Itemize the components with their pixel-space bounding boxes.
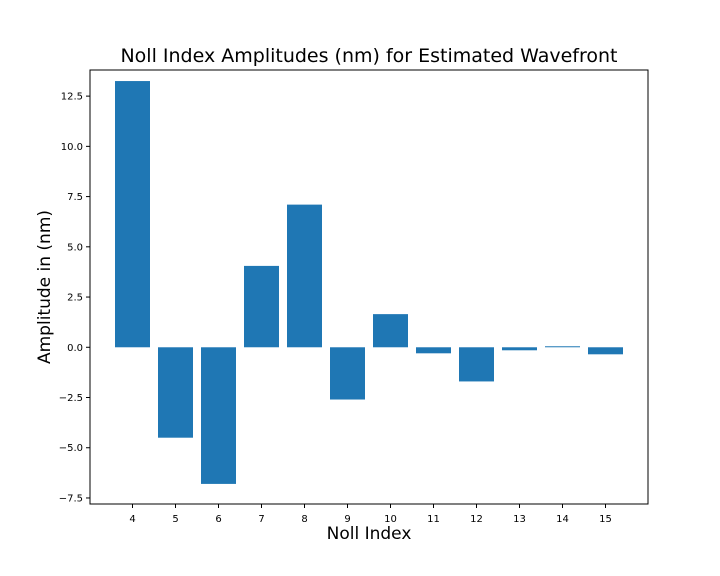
bar-noll-14: [545, 346, 580, 348]
bar-noll-12: [459, 347, 494, 382]
bar-noll-5: [158, 347, 193, 438]
bar-noll-11: [416, 347, 451, 354]
bar-noll-6: [201, 347, 236, 484]
x-tick-label: 10: [384, 514, 397, 525]
x-axis: 4 5 6 7 8 9 10 11 12 13 14 15: [129, 504, 612, 525]
x-tick-label: 5: [172, 514, 178, 525]
y-tick-label: 10.0: [61, 142, 83, 153]
x-tick-label: 13: [513, 514, 526, 525]
y-tick-label: 5.0: [67, 242, 83, 253]
y-tick-label: −2.5: [59, 393, 83, 404]
bar-noll-4: [115, 81, 150, 348]
x-tick-label: 8: [301, 514, 307, 525]
x-tick-label: 7: [258, 514, 264, 525]
bar-noll-13: [502, 347, 537, 351]
x-tick-label: 14: [556, 514, 569, 525]
x-tick-label: 6: [215, 514, 221, 525]
y-tick-label: 0.0: [67, 343, 83, 354]
bar-noll-10: [373, 314, 408, 348]
x-axis-label: Noll Index: [327, 524, 412, 544]
y-tick-label: −7.5: [59, 493, 83, 504]
y-tick-label: −5.0: [59, 443, 83, 454]
x-tick-label: 11: [427, 514, 440, 525]
bars: [115, 81, 623, 484]
bar-noll-7: [244, 265, 279, 348]
y-axis-label: Amplitude in (nm): [35, 210, 55, 364]
y-tick-label: 2.5: [67, 293, 83, 304]
y-axis: −7.5 −5.0 −2.5 0.0 2.5 5.0 7.5 10.0 12.5: [59, 92, 90, 504]
x-tick-label: 4: [129, 514, 135, 525]
y-tick-label: 12.5: [61, 92, 83, 103]
x-tick-label: 12: [470, 514, 483, 525]
plot-frame: [89, 69, 649, 505]
bar-noll-15: [588, 347, 623, 355]
bar-noll-9: [330, 347, 365, 400]
x-tick-label: 9: [344, 514, 350, 525]
y-tick-label: 7.5: [67, 192, 83, 203]
chart-title: Noll Index Amplitudes (nm) for Estimated…: [120, 45, 617, 67]
bar-noll-8: [287, 204, 322, 348]
x-tick-label: 15: [599, 514, 612, 525]
